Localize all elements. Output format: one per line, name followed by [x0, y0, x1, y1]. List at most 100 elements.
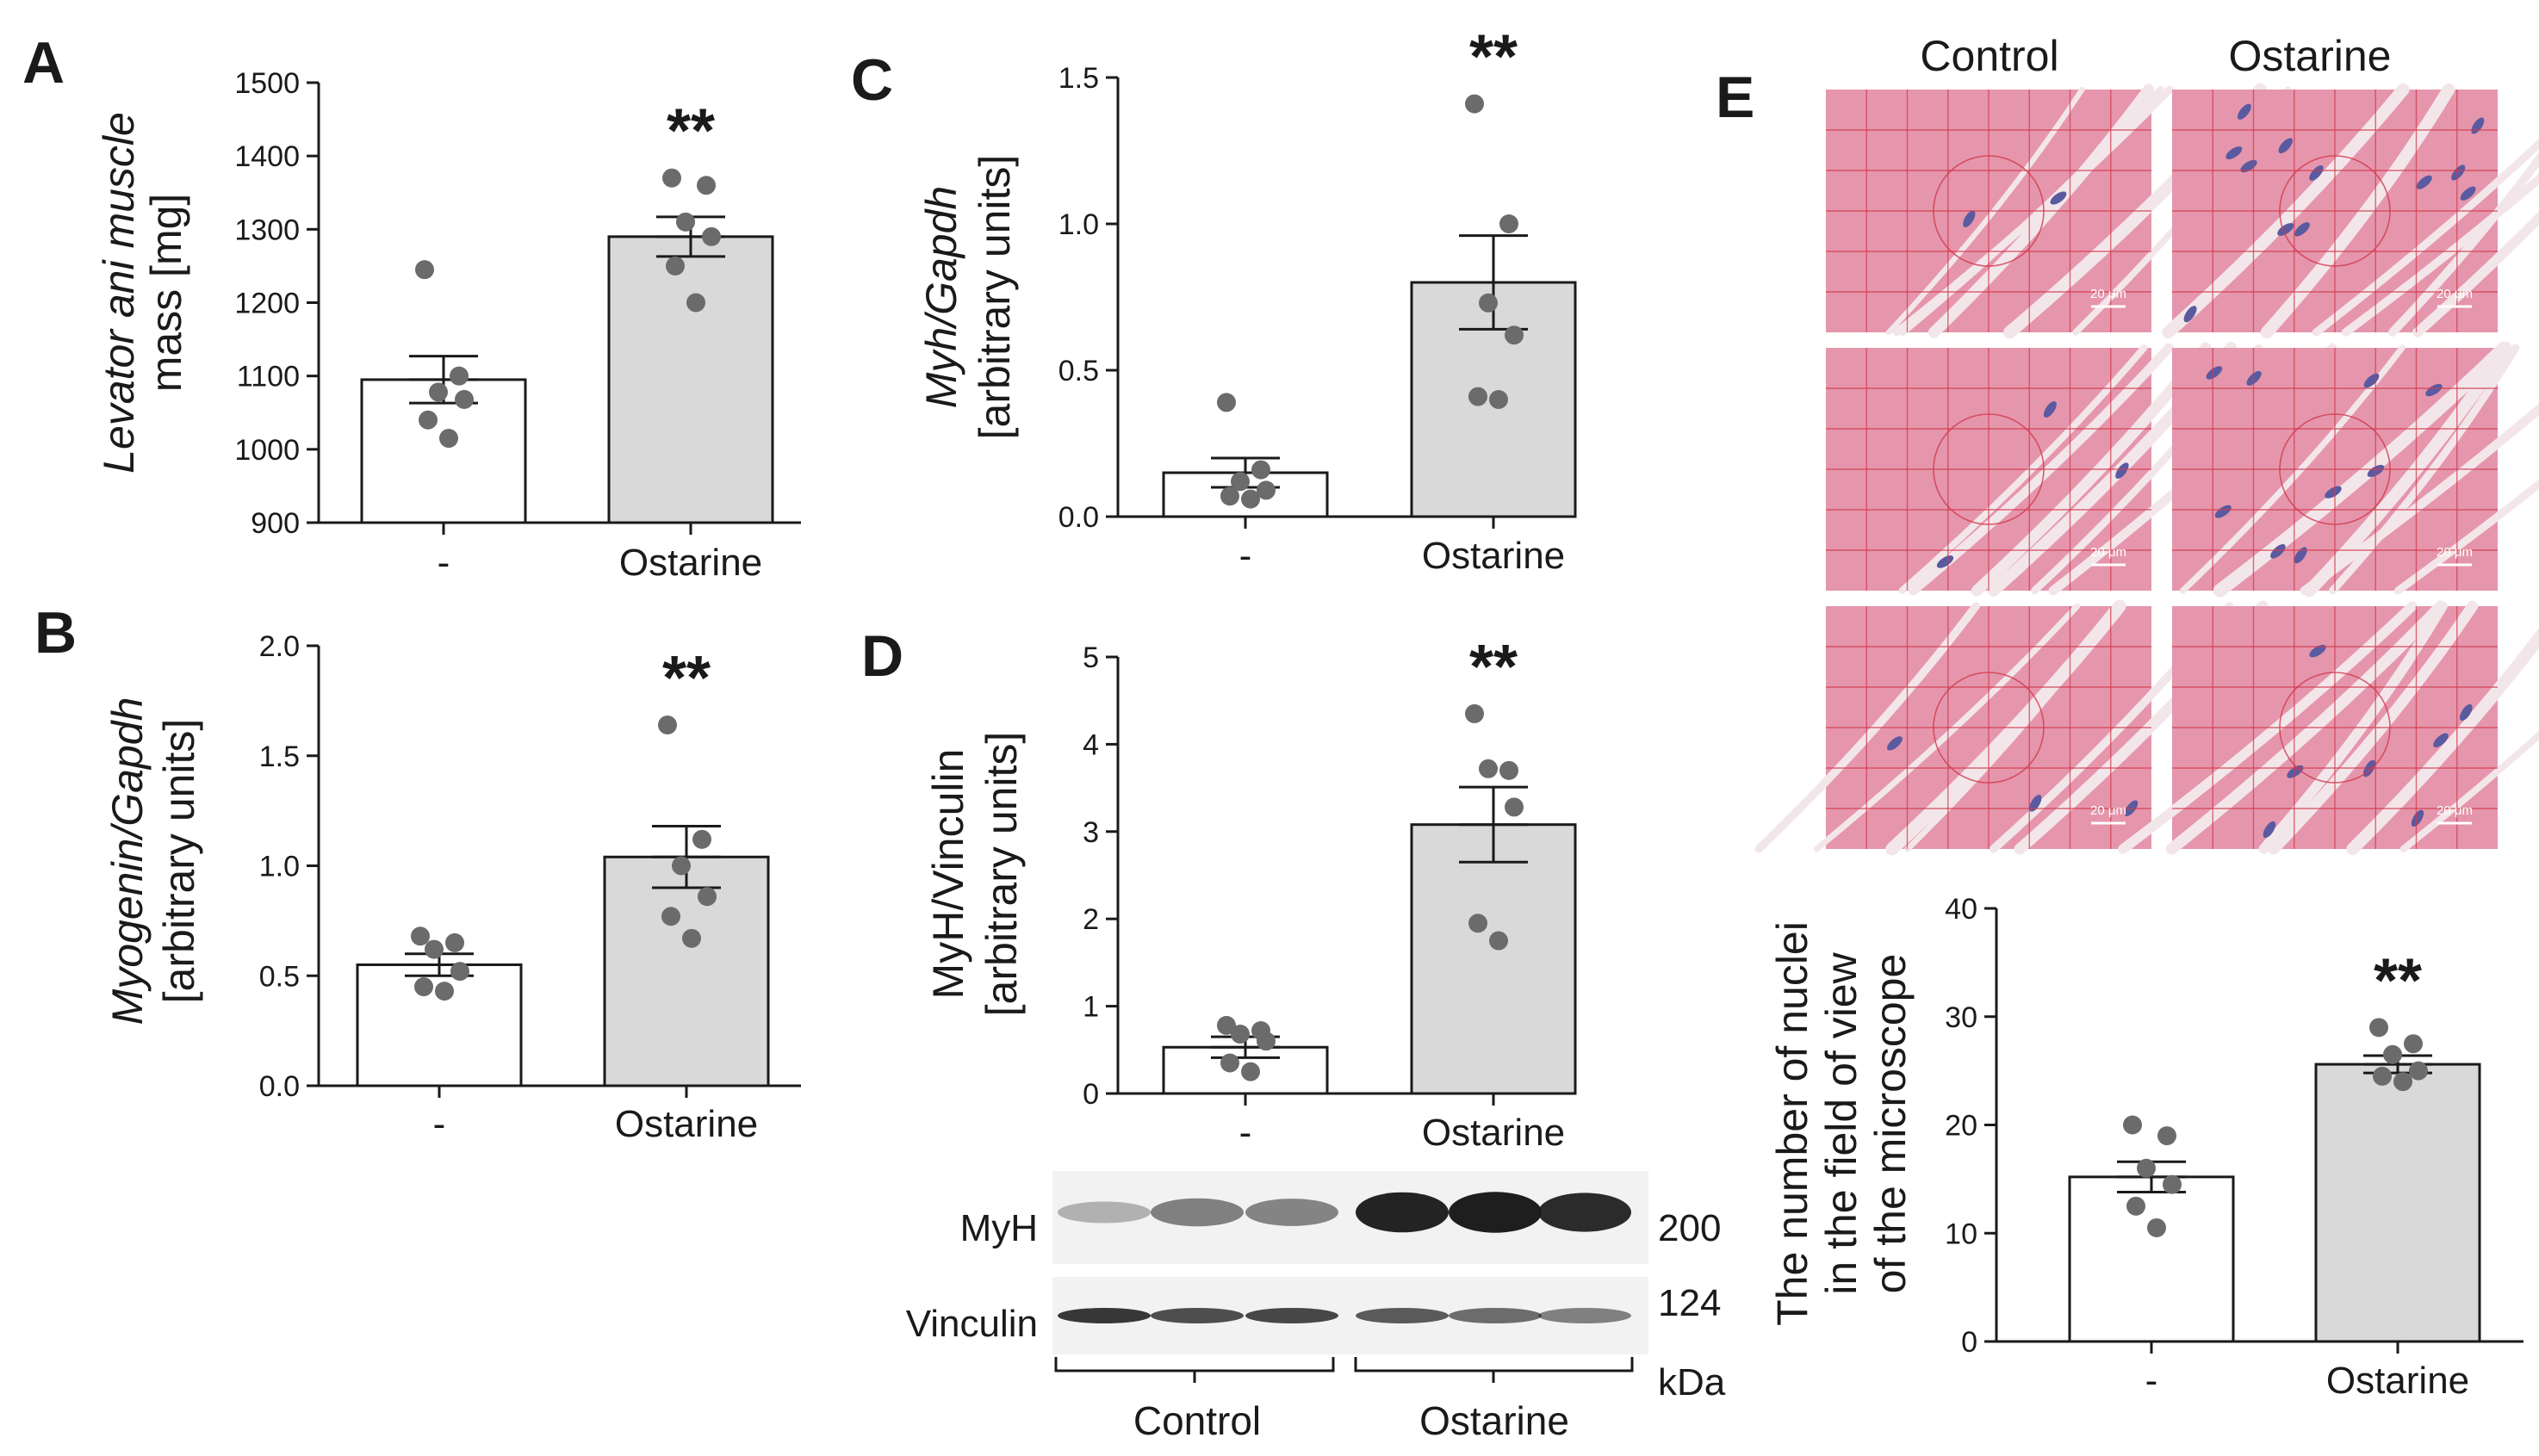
- category-label-c-0: -: [1239, 535, 1252, 577]
- grid-circle-1-0: [2279, 155, 2391, 267]
- histology-column-ostarine: Ostarine: [2229, 32, 2392, 80]
- blot-band-vinculin-3: [1356, 1308, 1449, 1323]
- data-point-a-1-3: [702, 226, 721, 246]
- nucleus-1-0-6: [2460, 186, 2476, 201]
- blot-group-ostarine: Ostarine: [1419, 1398, 1569, 1443]
- error-bar-c-1: [1459, 234, 1528, 331]
- ylabel-e-1: in the field of view: [1817, 951, 1865, 1294]
- nucleus-1-1-7: [2294, 547, 2307, 564]
- chart-b: 0.0 0.5 1.0 1.5 2.0 - Ostarine ** Myogenin/Gapdh…: [103, 630, 801, 1145]
- nucleus-0-1-1: [2043, 400, 2057, 418]
- ylabel-d-1: [arbitrary units]: [978, 732, 1026, 1017]
- data-point-e-0-1: [2157, 1126, 2176, 1146]
- fibre-gap-1-0-4: [2388, 152, 2539, 337]
- data-point-b-1-0: [658, 715, 677, 734]
- y-tick-label-b-0: 0.0: [259, 1070, 300, 1103]
- data-point-b-0-2: [425, 939, 444, 959]
- scale-bar-label-1-2: 20 μm: [2437, 803, 2473, 818]
- scale-bar-label-0-0: 20 μm: [2090, 287, 2126, 301]
- grid-circle-1-2: [2279, 672, 2391, 784]
- bar-d-1: [1410, 823, 1577, 1095]
- data-point-d-1-0: [1465, 703, 1484, 723]
- significance-e-1: **: [2374, 946, 2422, 1015]
- histology-tile-1-2: 20 μm: [2118, 600, 2539, 856]
- data-point-e-0-4: [2126, 1196, 2145, 1216]
- grid-circle-0-1: [1933, 413, 2045, 525]
- error-bar-c-0: [1211, 456, 1280, 489]
- bar-e-1: [2314, 1063, 2481, 1343]
- y-tick-label-d-5: 5: [1083, 641, 1099, 674]
- data-point-d-1-2: [1479, 759, 1498, 778]
- scale-bar-label-0-1: 20 μm: [2090, 545, 2126, 560]
- category-label-b-1: Ostarine: [615, 1103, 758, 1145]
- panel-letter-c: C: [851, 47, 893, 113]
- ylabel-c-1: [arbitrary units]: [971, 155, 1019, 440]
- nucleus-1-1-1: [2206, 366, 2223, 380]
- ylabel-e-0: The number of nuclei: [1768, 921, 1816, 1326]
- data-point-c-0-4: [1220, 486, 1239, 506]
- fibre-gap-1-2-4: [2399, 730, 2539, 852]
- data-point-c-0-0: [1217, 393, 1236, 412]
- blot-marker-myh: 200: [1658, 1207, 1721, 1249]
- data-point-b-0-4: [414, 977, 433, 997]
- histology-tile-1-0: 20 μm: [2162, 83, 2539, 339]
- y-tick-label-b-4: 2.0: [259, 630, 300, 663]
- histology-tile-0-0: 20 μm: [1826, 83, 2292, 339]
- data-point-e-0-2: [2137, 1158, 2156, 1178]
- data-point-a-0-5: [439, 429, 458, 449]
- data-point-e-0-5: [2147, 1217, 2166, 1237]
- blot-band-myh-4: [1449, 1192, 1542, 1233]
- blot-band-vinculin-0: [1058, 1308, 1151, 1323]
- data-point-a-0-4: [419, 410, 438, 430]
- blot-band-myh-5: [1538, 1193, 1631, 1232]
- data-point-d-0-4: [1220, 1053, 1239, 1073]
- grid-circle-0-2: [1933, 672, 2045, 784]
- grid-circle-1-1: [2279, 413, 2391, 525]
- blot-band-myh-1: [1151, 1198, 1244, 1227]
- data-point-b-1-4: [661, 907, 680, 926]
- y-tick-label-a-0: 900: [251, 507, 300, 540]
- nucleus-1-1-8: [2425, 383, 2443, 397]
- y-tick-label-a-3: 1200: [234, 288, 300, 320]
- data-point-a-1-5: [686, 293, 705, 313]
- y-tick-label-d-2: 2: [1083, 903, 1099, 936]
- y-tick-label-a-4: 1300: [234, 214, 300, 246]
- data-point-e-1-4: [2373, 1066, 2392, 1086]
- error-bar-a-0: [409, 355, 478, 405]
- category-label-d-1: Ostarine: [1422, 1112, 1565, 1154]
- nucleus-1-0-8: [2451, 164, 2466, 181]
- error-bar-b-1: [652, 825, 721, 889]
- data-point-c-0-3: [1257, 480, 1276, 500]
- y-tick-label-c-3: 1.5: [1058, 62, 1099, 95]
- y-tick-label-d-0: 0: [1083, 1078, 1099, 1111]
- scale-bar-label-0-2: 20 μm: [2090, 803, 2126, 818]
- data-point-d-0-0: [1217, 1015, 1236, 1035]
- ylabel-a-0: Levator ani muscle: [95, 112, 143, 474]
- bar-a-1: [607, 235, 774, 524]
- chart-e: 0 10 20 30 40 - Ostarine ** The number of nuclei…: [1768, 893, 2523, 1402]
- data-point-a-0-2: [429, 382, 448, 402]
- data-point-a-0-3: [455, 389, 474, 409]
- nucleus-1-0-5: [2294, 222, 2310, 237]
- panel-letter-e: E: [1716, 65, 1754, 130]
- data-point-d-0-2: [1231, 1025, 1250, 1044]
- y-tick-label-c-1: 0.5: [1058, 355, 1099, 387]
- y-tick-label-d-4: 4: [1083, 728, 1099, 761]
- ylabel-e-2: of the microscope: [1866, 954, 1915, 1294]
- data-point-b-0-1: [445, 932, 464, 952]
- nucleus-1-2-0: [2309, 644, 2326, 658]
- y-tick-label-e-4: 40: [1945, 893, 1977, 926]
- nucleus-0-0-0: [2050, 191, 2067, 205]
- data-point-e-1-3: [2409, 1061, 2428, 1081]
- data-point-d-1-4: [1468, 914, 1487, 933]
- data-point-a-1-1: [697, 176, 716, 195]
- blot-band-vinculin-2: [1245, 1308, 1338, 1323]
- data-point-d-1-3: [1505, 797, 1524, 817]
- data-point-d-0-5: [1241, 1062, 1260, 1081]
- data-point-b-0-0: [411, 926, 430, 946]
- nucleus-1-2-4: [2411, 809, 2424, 827]
- data-point-c-1-1: [1499, 214, 1518, 233]
- blot-label-vinculin: Vinculin: [906, 1303, 1038, 1345]
- histology-tile-1-1: 20 μm: [2172, 341, 2539, 598]
